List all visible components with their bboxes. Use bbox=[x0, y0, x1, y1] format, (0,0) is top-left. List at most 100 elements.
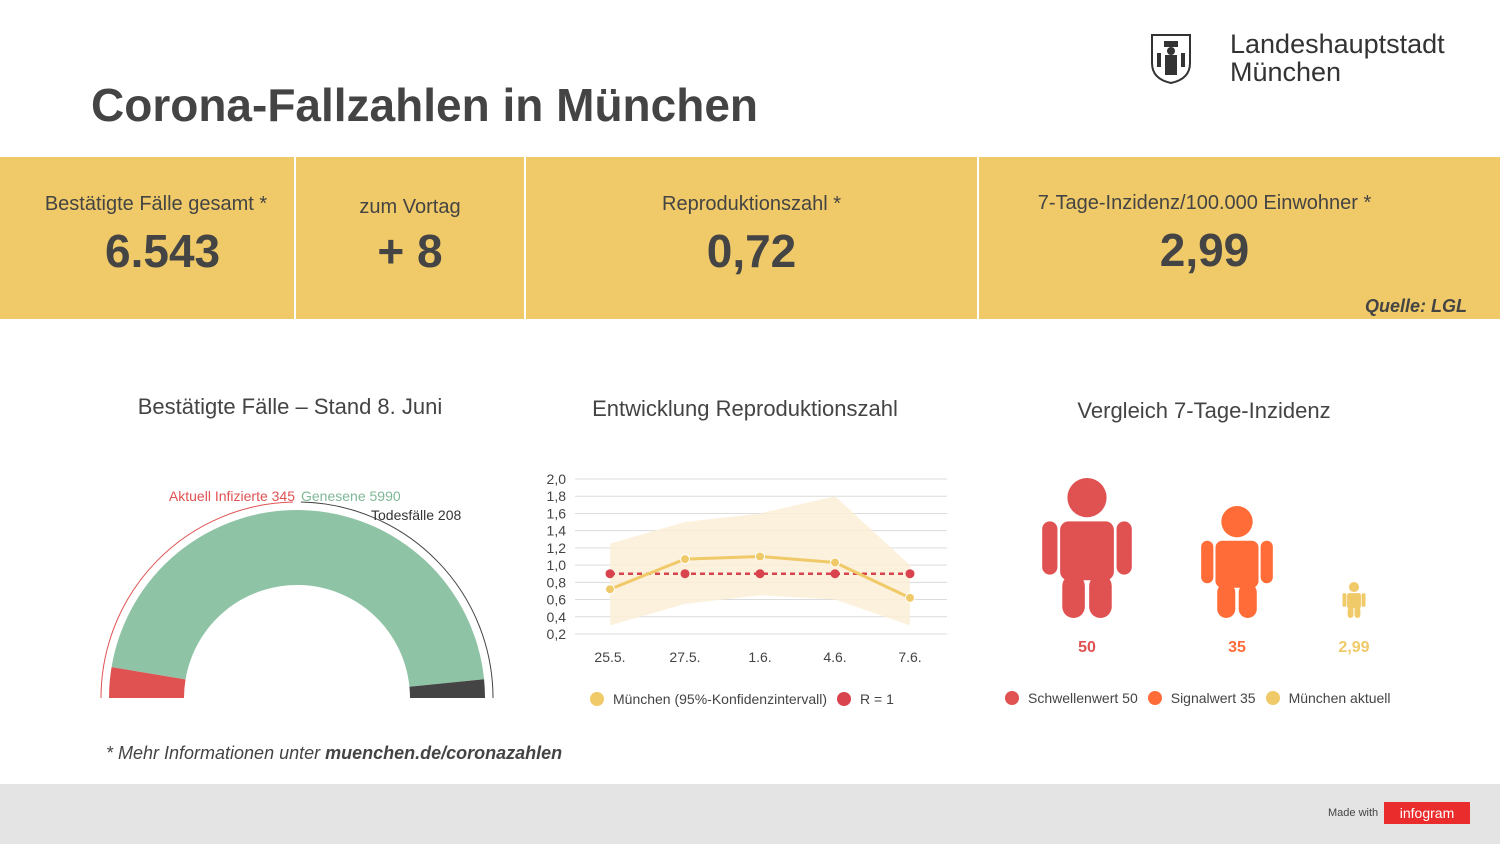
r1-point bbox=[755, 569, 765, 579]
y-tick-label: 0,2 bbox=[547, 626, 567, 642]
made-with-label: Made with bbox=[1328, 807, 1379, 819]
chart-title: Entwicklung Reproduktionszahl bbox=[592, 396, 898, 421]
muenchen-point bbox=[830, 557, 840, 568]
muenchen-point bbox=[905, 592, 915, 603]
y-tick-label: 1,2 bbox=[547, 540, 567, 556]
footnote: * Mehr Informationen unter muenchen.de/c… bbox=[106, 743, 562, 764]
person-pictogram bbox=[1342, 582, 1366, 618]
footnote-link[interactable]: muenchen.de/coronazahlen bbox=[325, 743, 563, 763]
deaths-bracket bbox=[300, 501, 494, 699]
infected-bracket bbox=[100, 501, 294, 699]
kpi-daily-change: zum Vortag + 8 bbox=[296, 196, 524, 278]
y-tick-label: 0,4 bbox=[547, 609, 567, 625]
kpi-band bbox=[0, 157, 1500, 319]
source-note: Quelle: LGL bbox=[1364, 296, 1467, 316]
person-arm bbox=[1260, 540, 1273, 584]
person-torso bbox=[1215, 540, 1259, 588]
person-arm bbox=[1116, 521, 1132, 575]
person-leg bbox=[1089, 574, 1112, 618]
legend-label: Schwellenwert 50 bbox=[1028, 690, 1138, 706]
person-head bbox=[1348, 582, 1360, 593]
munich-coat-of-arms-icon bbox=[1151, 34, 1191, 85]
kpi-value: 6.543 bbox=[105, 225, 221, 277]
incidence-pictogram-chart: 50 35 2,99 bbox=[1042, 478, 1370, 656]
x-tick-label: 7.6. bbox=[898, 649, 921, 665]
value-label: 2,99 bbox=[1338, 639, 1369, 656]
chart-title: Bestätigte Fälle – Stand 8. Juni bbox=[137, 394, 443, 419]
r1-point bbox=[830, 569, 840, 579]
donut-label: Genesene 5990 bbox=[301, 488, 401, 504]
person-arm bbox=[1042, 521, 1058, 575]
person-pictogram bbox=[1201, 506, 1273, 618]
legend-label: Signalwert 35 bbox=[1170, 690, 1256, 706]
x-tick-label: 25.5. bbox=[594, 649, 625, 665]
legend-label: München (95%-Konfidenzintervall) bbox=[613, 691, 827, 707]
muenchen-point bbox=[680, 554, 690, 565]
person-head bbox=[1067, 478, 1107, 518]
kpi-divider bbox=[524, 157, 526, 319]
legend-swatch bbox=[1147, 691, 1162, 705]
y-tick-label: 0,6 bbox=[547, 592, 567, 608]
legend-label: München aktuell bbox=[1288, 690, 1391, 706]
footnote-text: * Mehr Informationen unter bbox=[106, 743, 326, 763]
chart-legend: München (95%-Konfidenzintervall) R = 1 bbox=[590, 691, 894, 707]
donut-label: Todesfälle 208 bbox=[371, 507, 462, 523]
donut-segment bbox=[409, 679, 485, 698]
person-leg bbox=[1062, 574, 1085, 618]
kpi-total-cases: Bestätigte Fälle gesamt * 6.543 bbox=[0, 193, 312, 278]
person-torso bbox=[1347, 593, 1361, 609]
person-leg bbox=[1238, 583, 1257, 618]
legend-swatch bbox=[1005, 691, 1019, 705]
x-tick-label: 4.6. bbox=[823, 649, 846, 665]
donut-segment bbox=[109, 667, 186, 698]
legend-swatch bbox=[590, 692, 604, 706]
value-label: 50 bbox=[1078, 639, 1096, 656]
r1-point bbox=[905, 569, 915, 579]
value-label: 35 bbox=[1228, 639, 1246, 656]
legend-label: R = 1 bbox=[860, 691, 894, 707]
y-tick-label: 0,8 bbox=[547, 574, 567, 590]
kpi-value: 0,72 bbox=[706, 225, 797, 277]
person-pictogram bbox=[1042, 478, 1132, 618]
kpi-label: Reproduktionszahl * bbox=[662, 193, 841, 215]
kpi-value: 2,99 bbox=[1159, 224, 1250, 276]
y-tick-label: 1,4 bbox=[547, 523, 567, 539]
person-arm bbox=[1361, 593, 1366, 607]
person-arm bbox=[1342, 593, 1347, 607]
y-tick-label: 1,6 bbox=[547, 505, 567, 521]
r1-point bbox=[605, 569, 615, 579]
x-tick-label: 1.6. bbox=[748, 649, 771, 665]
muenchen-point bbox=[605, 584, 615, 595]
chart-legend: Schwellenwert 50 Signalwert 35 München a… bbox=[1005, 690, 1391, 706]
y-tick-label: 2,0 bbox=[547, 471, 567, 487]
muenchen-point bbox=[755, 551, 765, 562]
kpi-reproduction: Reproduktionszahl * 0,72 bbox=[526, 193, 977, 278]
kpi-incidence: 7-Tage-Inzidenz/100.000 Einwohner * 2,99 bbox=[979, 192, 1430, 277]
kpi-divider bbox=[294, 157, 296, 319]
infogram-badge[interactable]: infogram bbox=[1384, 802, 1470, 824]
person-arm bbox=[1201, 540, 1214, 584]
legend-swatch bbox=[1265, 691, 1280, 705]
logo-line-1: Landeshauptstadt bbox=[1230, 29, 1445, 59]
kpi-label: 7-Tage-Inzidenz/100.000 Einwohner * bbox=[1037, 192, 1372, 214]
person-leg bbox=[1347, 606, 1354, 618]
x-tick-label: 27.5. bbox=[669, 649, 700, 665]
y-tick-label: 1,8 bbox=[547, 488, 567, 504]
kpi-label: zum Vortag bbox=[359, 196, 461, 218]
kpi-value: + 8 bbox=[377, 225, 443, 277]
footer-bar bbox=[0, 784, 1500, 844]
person-leg bbox=[1217, 583, 1236, 618]
person-head bbox=[1221, 506, 1253, 538]
legend-swatch bbox=[837, 692, 851, 706]
donut-label: Aktuell Infizierte 345 bbox=[169, 488, 295, 504]
chart-title: Vergleich 7-Tage-Inzidenz bbox=[1077, 398, 1331, 423]
person-leg bbox=[1354, 606, 1361, 618]
donut-segment bbox=[111, 510, 485, 687]
y-tick-label: 1,0 bbox=[547, 557, 567, 573]
logo-text: Landeshauptstadt München bbox=[1230, 30, 1445, 86]
r1-point bbox=[680, 569, 690, 579]
kpi-divider bbox=[977, 157, 979, 319]
person-torso bbox=[1060, 521, 1114, 581]
kpi-label: Bestätigte Fälle gesamt * bbox=[44, 193, 268, 215]
cases-semi-donut-chart: Aktuell Infizierte 345 Genesene 5990 Todes… bbox=[100, 488, 494, 699]
